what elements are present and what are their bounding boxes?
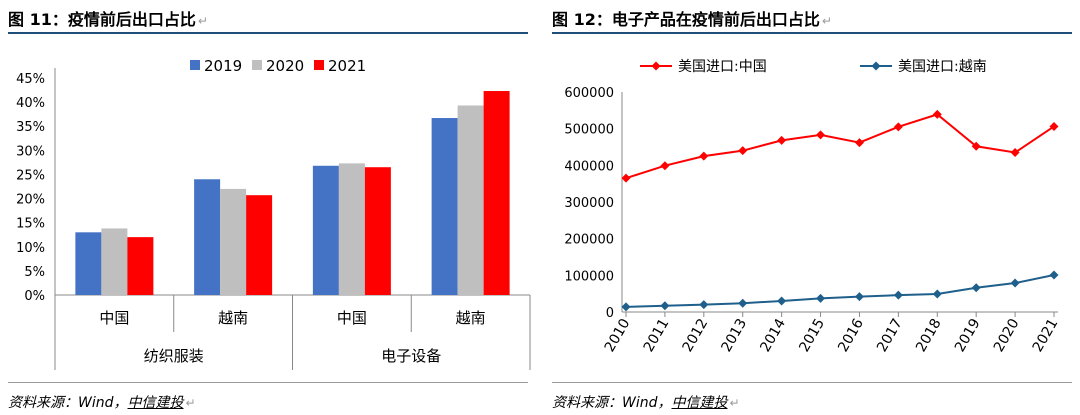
bar: [457, 105, 484, 295]
y-tick-label: 300000: [564, 196, 614, 211]
data-point: [854, 292, 864, 302]
left-title-rule: [8, 32, 528, 34]
y-tick-label: 500000: [564, 123, 614, 138]
bar: [101, 228, 128, 295]
x-tick-label: 2016: [835, 316, 867, 355]
legend-label: 2021: [328, 57, 366, 75]
left-chart-title: 图 11：疫情前后出口占比 ↵: [8, 10, 208, 29]
y-tick-label: 600000: [564, 86, 614, 101]
data-point: [738, 298, 748, 308]
data-point: [932, 289, 942, 299]
legend-marker: [651, 61, 661, 71]
data-point: [854, 138, 864, 148]
data-point: [699, 151, 709, 161]
legend-label: 2019: [204, 57, 242, 75]
category-label: 中国: [337, 309, 367, 327]
data-point: [621, 173, 631, 183]
bar: [127, 237, 154, 295]
data-point: [660, 301, 670, 311]
legend-label: 2020: [266, 57, 304, 75]
y-tick-label: 45%: [16, 72, 45, 87]
y-tick-label: 40%: [16, 96, 45, 111]
series-line: [625, 273, 1055, 308]
bar: [312, 165, 339, 295]
data-point: [971, 141, 981, 151]
x-tick-label: 2012: [680, 316, 712, 355]
legend-label: 美国进口:中国: [678, 59, 767, 75]
legend-marker: [871, 61, 881, 71]
data-point: [1010, 278, 1020, 288]
y-tick-label: 20%: [16, 193, 45, 208]
bar: [75, 232, 102, 295]
y-tick-label: 200000: [564, 233, 614, 248]
bar: [431, 118, 458, 295]
right-chart-title: 图 12：电子产品在疫情前后出口占比 ↵: [552, 10, 832, 29]
bar: [246, 195, 273, 295]
bar: [364, 167, 391, 295]
category-label: 越南: [456, 309, 486, 327]
y-tick-label: 10%: [16, 241, 45, 256]
bar: [483, 91, 510, 295]
x-tick-label: 2019: [952, 316, 984, 355]
data-point: [660, 161, 670, 171]
bar: [338, 163, 365, 295]
data-point: [1010, 148, 1020, 157]
right-bottom-rule: [552, 382, 1072, 383]
y-tick-label: 15%: [16, 217, 45, 232]
data-point: [777, 296, 787, 306]
y-tick-label: 0: [606, 306, 614, 321]
x-tick-label: 2017: [874, 316, 906, 355]
legend-label: 美国进口:越南: [898, 59, 987, 75]
left-bar-chart: 0% 5% 10% 15% 20% 25% 30% 35% 40% 45% 中国 越南 中国 越南纺织服装…: [16, 57, 531, 370]
x-tick-label: 2015: [796, 316, 828, 355]
data-point: [893, 122, 903, 132]
data-point: [1049, 121, 1059, 131]
legend-swatch: [314, 60, 324, 70]
data-point: [738, 146, 748, 156]
x-tick-label: 2013: [719, 316, 751, 355]
data-point: [621, 302, 631, 312]
series-line: [625, 113, 1055, 180]
y-tick-label: 30%: [16, 144, 45, 159]
x-tick-label: 2010: [602, 316, 634, 355]
y-tick-label: 400000: [564, 159, 614, 174]
data-point: [932, 109, 942, 119]
data-point: [971, 283, 981, 293]
category-label: 越南: [218, 309, 248, 327]
right-title-rule: [552, 32, 1072, 34]
x-tick-label: 2021: [1030, 316, 1062, 355]
right-source: 资料来源：Wind，中信建投 ↵: [552, 395, 740, 411]
y-tick-label: 0%: [24, 289, 45, 304]
bar: [194, 179, 221, 295]
data-point: [893, 290, 903, 300]
data-point: [816, 130, 826, 140]
category-label: 中国: [99, 309, 129, 327]
y-tick-label: 5%: [24, 265, 45, 280]
x-tick-label: 2020: [991, 316, 1023, 355]
x-tick-label: 2011: [641, 316, 673, 355]
group-label: 纺织服装: [144, 347, 204, 365]
bar: [220, 188, 247, 295]
right-line-chart: 0 100000 200000 300000 400000 500000 600000 201…: [564, 59, 1062, 355]
x-tick-label: 2018: [913, 316, 945, 355]
left-bottom-rule: [8, 382, 528, 383]
data-point: [816, 293, 826, 303]
data-point: [699, 300, 709, 310]
y-tick-label: 100000: [564, 269, 614, 284]
legend-swatch: [252, 60, 262, 70]
y-tick-label: 25%: [16, 168, 45, 183]
y-tick-label: 35%: [16, 120, 45, 135]
legend-swatch: [190, 60, 200, 70]
left-source: 资料来源：Wind，中信建投 ↵: [8, 395, 196, 411]
x-tick-label: 2014: [757, 316, 789, 355]
data-point: [777, 135, 787, 145]
group-label: 电子设备: [381, 347, 441, 365]
data-point: [1049, 270, 1059, 280]
